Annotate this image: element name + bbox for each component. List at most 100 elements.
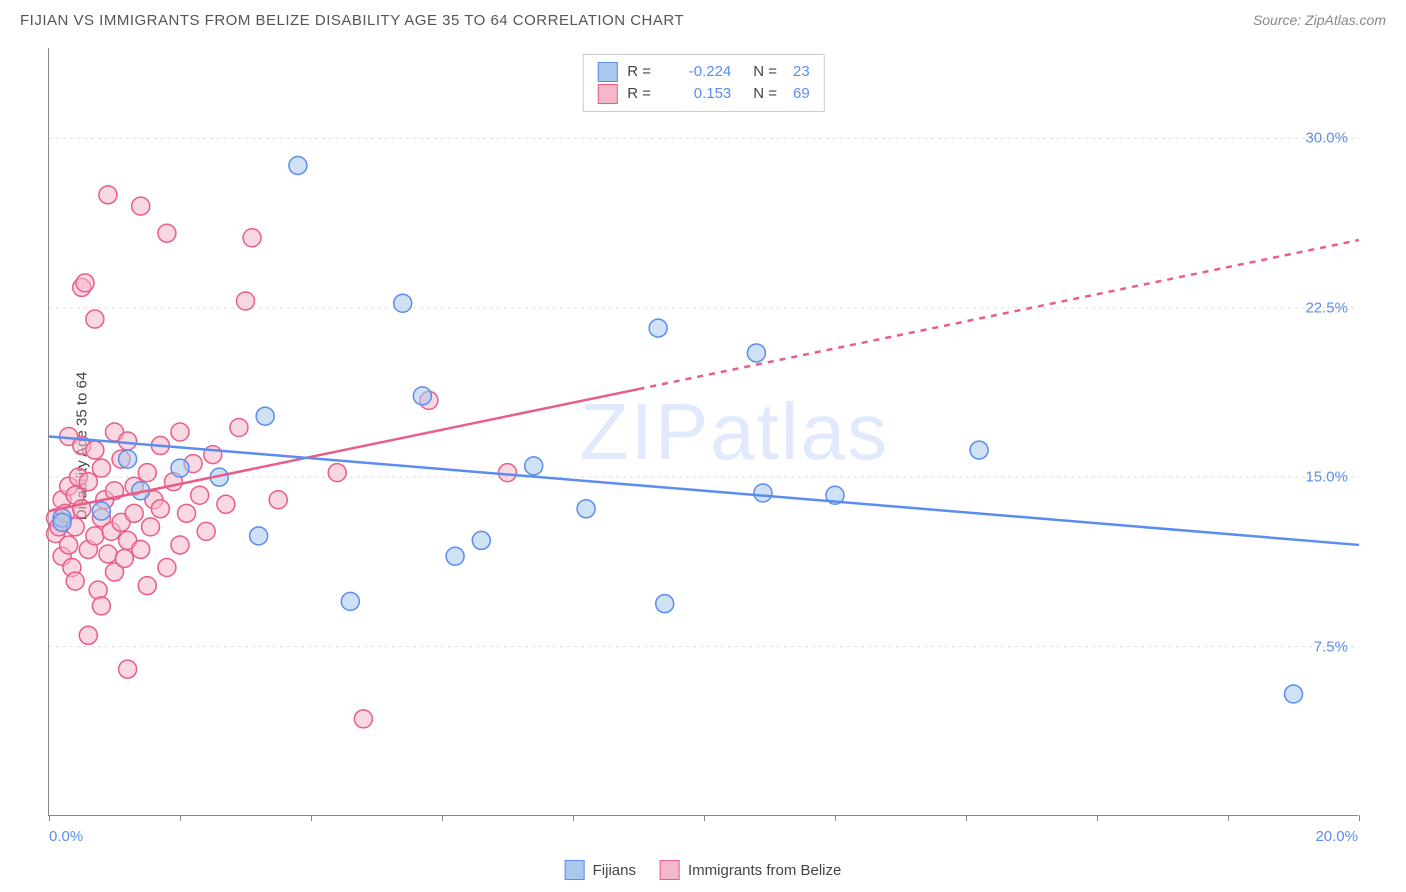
legend-row-fijians: R = -0.224 N = 23 [597, 61, 809, 83]
data-point [142, 518, 160, 536]
data-point [99, 545, 117, 563]
data-point [525, 457, 543, 475]
x-tick [311, 815, 312, 821]
data-point [66, 572, 84, 590]
data-point [191, 486, 209, 504]
data-point [289, 156, 307, 174]
legend-item-fijians: Fijians [565, 860, 636, 880]
data-point [341, 592, 359, 610]
data-point [446, 547, 464, 565]
x-tick [573, 815, 574, 821]
data-point [970, 441, 988, 459]
data-point [115, 549, 133, 567]
data-point [125, 504, 143, 522]
data-point [171, 423, 189, 441]
x-tick [180, 815, 181, 821]
data-point [237, 292, 255, 310]
x-tick [966, 815, 967, 821]
data-point [138, 577, 156, 595]
data-point [328, 464, 346, 482]
chart-svg [49, 48, 1358, 815]
legend-label-belize: Immigrants from Belize [688, 862, 841, 879]
data-point [649, 319, 667, 337]
data-point [577, 500, 595, 518]
data-point [243, 229, 261, 247]
n-label: N = [753, 61, 777, 83]
r-label: R = [627, 83, 661, 105]
data-point [60, 536, 78, 554]
data-point [217, 495, 235, 513]
data-point [92, 597, 110, 615]
x-tick [49, 815, 50, 821]
data-point [92, 459, 110, 477]
trend-line [49, 437, 1359, 545]
data-point [204, 446, 222, 464]
y-tick-label: 7.5% [1314, 638, 1348, 655]
x-axis-max-label: 20.0% [1315, 828, 1358, 845]
data-point [79, 626, 97, 644]
data-point [119, 450, 137, 468]
data-point [656, 595, 674, 613]
chart-plot-area: ZIPatlas 7.5%15.0%22.5%30.0% 0.0% 20.0% … [48, 48, 1358, 816]
data-point [132, 197, 150, 215]
data-point [171, 536, 189, 554]
legend-label-fijians: Fijians [593, 862, 636, 879]
y-tick-label: 22.5% [1305, 299, 1348, 316]
data-point [1285, 685, 1303, 703]
swatch-fijians [565, 860, 585, 880]
y-tick-label: 15.0% [1305, 469, 1348, 486]
x-tick [835, 815, 836, 821]
data-point [76, 274, 94, 292]
series-legend: Fijians Immigrants from Belize [565, 860, 842, 880]
swatch-belize [597, 84, 617, 104]
data-point [394, 294, 412, 312]
data-point [119, 660, 137, 678]
data-point [138, 464, 156, 482]
data-point [53, 513, 71, 531]
x-tick [1097, 815, 1098, 821]
data-point [472, 531, 490, 549]
data-point [86, 527, 104, 545]
correlation-legend: R = -0.224 N = 23 R = 0.153 N = 69 [582, 54, 824, 112]
data-point [158, 224, 176, 242]
x-tick [1359, 815, 1360, 821]
data-point [86, 310, 104, 328]
data-point [499, 464, 517, 482]
data-point [754, 484, 772, 502]
data-point [256, 407, 274, 425]
r-label: R = [627, 61, 661, 83]
n-value-belize: 69 [793, 83, 810, 105]
data-point [151, 500, 169, 518]
data-point [354, 710, 372, 728]
data-point [119, 432, 137, 450]
swatch-fijians [597, 62, 617, 82]
x-tick [1228, 815, 1229, 821]
data-point [747, 344, 765, 362]
swatch-belize [660, 860, 680, 880]
x-axis-min-label: 0.0% [49, 828, 83, 845]
data-point [171, 459, 189, 477]
n-label: N = [753, 83, 777, 105]
chart-title: FIJIAN VS IMMIGRANTS FROM BELIZE DISABIL… [20, 12, 684, 29]
x-tick [704, 815, 705, 821]
x-tick [442, 815, 443, 821]
data-point [197, 522, 215, 540]
data-point [79, 473, 97, 491]
r-value-belize: 0.153 [671, 83, 731, 105]
data-point [86, 441, 104, 459]
n-value-fijians: 23 [793, 61, 810, 83]
data-point [132, 540, 150, 558]
data-point [99, 186, 117, 204]
data-point [92, 502, 110, 520]
y-tick-label: 30.0% [1305, 130, 1348, 147]
data-point [250, 527, 268, 545]
data-point [178, 504, 196, 522]
chart-source: Source: ZipAtlas.com [1253, 12, 1386, 28]
data-point [230, 418, 248, 436]
trend-line-extrapolated [639, 240, 1360, 389]
data-point [158, 559, 176, 577]
r-value-fijians: -0.224 [671, 61, 731, 83]
trend-line [49, 389, 639, 511]
data-point [269, 491, 287, 509]
data-point [89, 581, 107, 599]
